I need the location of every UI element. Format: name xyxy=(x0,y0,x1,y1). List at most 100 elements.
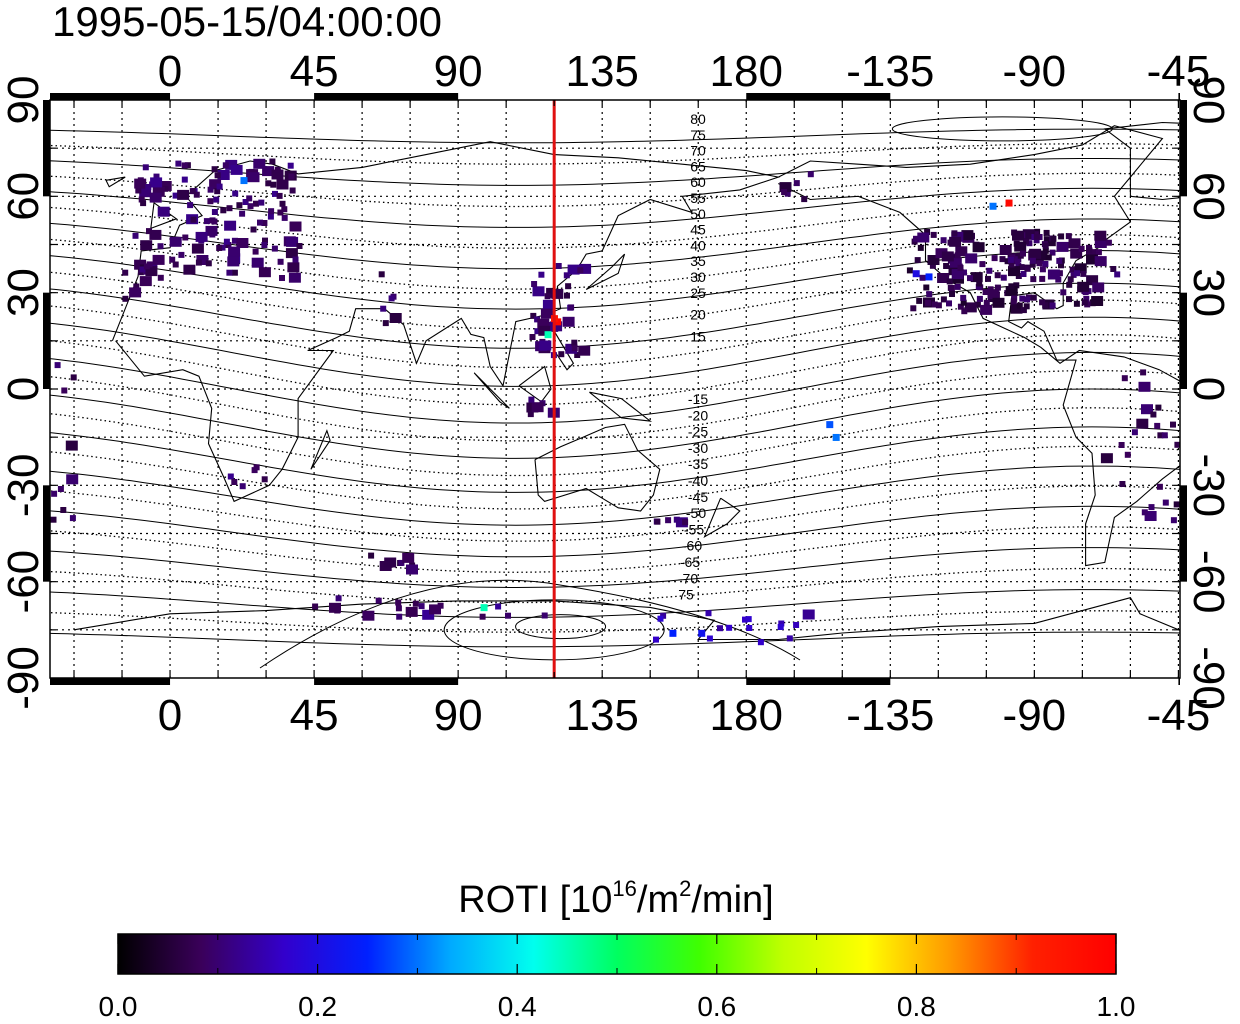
roti-cell xyxy=(138,196,145,203)
mlat-contour xyxy=(50,333,1180,406)
roti-cell xyxy=(1005,286,1018,296)
bottom-lon-tick-label: -45 xyxy=(1147,691,1211,740)
roti-cell xyxy=(312,603,319,610)
roti-cell xyxy=(274,166,281,173)
map-gridlines xyxy=(50,100,1180,678)
contour-label: 75 xyxy=(690,127,706,143)
roti-cell xyxy=(140,200,147,207)
roti-cell xyxy=(742,616,748,623)
roti-cell xyxy=(653,636,659,643)
mlat-contour xyxy=(50,445,1180,510)
roti-cell xyxy=(538,325,551,336)
roti-cell xyxy=(422,609,435,620)
roti-cell xyxy=(231,269,238,276)
roti-cell xyxy=(252,248,259,255)
roti-cell xyxy=(955,246,968,257)
roti-cell xyxy=(987,289,1000,300)
roti-cell xyxy=(976,295,983,302)
roti-cell xyxy=(226,269,233,276)
mlat-contour xyxy=(50,282,1180,349)
coastline xyxy=(473,372,510,409)
roti-cell xyxy=(1008,283,1015,290)
roti-cell xyxy=(1012,230,1024,241)
roti-cell xyxy=(247,203,254,210)
roti-cell xyxy=(1010,303,1023,314)
roti-cell xyxy=(1024,296,1030,303)
top-lon-tick-label: 90 xyxy=(434,47,483,96)
roti-cell xyxy=(529,334,536,340)
coastline xyxy=(518,365,552,403)
roti-cell xyxy=(203,218,210,225)
bottom-lon-tick-label: -135 xyxy=(846,691,934,740)
frame-bar xyxy=(314,93,459,100)
roti-cell xyxy=(1024,265,1031,272)
roti-cell xyxy=(1105,239,1112,246)
roti-cell xyxy=(992,297,1005,308)
roti-cell xyxy=(262,237,268,244)
roti-cell xyxy=(964,302,977,313)
roti-cell xyxy=(213,196,220,203)
roti-cell xyxy=(1030,276,1037,283)
roti-cell xyxy=(195,259,202,266)
roti-cell xyxy=(145,266,158,277)
roti-cell xyxy=(132,232,139,239)
roti-cell xyxy=(940,296,947,303)
roti-cell xyxy=(1114,271,1121,278)
roti-cell xyxy=(269,158,276,165)
roti-cell xyxy=(1121,375,1128,382)
roti-cell xyxy=(965,253,978,264)
roti-cell xyxy=(227,473,234,480)
roti-cell xyxy=(288,173,295,180)
south-pole-contour xyxy=(515,614,607,640)
roti-cell xyxy=(946,300,952,307)
roti-cell xyxy=(1148,504,1155,511)
top-lon-tick-label: 0 xyxy=(158,47,182,96)
roti-cell xyxy=(382,320,389,327)
roti-cell xyxy=(1029,261,1036,268)
roti-cell xyxy=(281,214,288,221)
mlat-contour xyxy=(50,547,1180,589)
roti-cell xyxy=(149,192,162,203)
roti-cell xyxy=(362,610,375,621)
roti-cell xyxy=(579,263,592,274)
roti-cell xyxy=(1067,276,1074,283)
roti-cell xyxy=(994,272,1001,279)
roti-cell xyxy=(231,479,238,485)
roti-cell xyxy=(565,343,578,354)
roti-cell xyxy=(388,295,395,302)
roti-cell xyxy=(1074,263,1087,274)
roti-cell xyxy=(216,183,223,190)
roti-cell xyxy=(577,267,584,274)
roti-cell xyxy=(1026,240,1033,247)
top-lon-tick-label: -45 xyxy=(1147,47,1211,96)
roti-cell xyxy=(281,206,288,213)
roti-cell xyxy=(531,402,544,413)
roti-cell xyxy=(972,242,985,253)
colorbar-tick-label: 0.4 xyxy=(498,991,537,1022)
roti-cell xyxy=(1131,429,1138,436)
roti-cell xyxy=(395,605,402,612)
roti-cell xyxy=(1029,257,1036,264)
roti-cell xyxy=(157,243,164,250)
roti-cell xyxy=(66,474,79,485)
roti-cell xyxy=(527,411,534,418)
roti-cell xyxy=(982,289,989,295)
roti-cell xyxy=(1095,249,1102,256)
frame-bar xyxy=(1180,485,1187,582)
roti-cell xyxy=(1020,271,1027,277)
right-lat-tick-label: 60 xyxy=(1184,172,1233,221)
north-pole-contour xyxy=(891,116,1113,142)
roti-cell xyxy=(271,169,284,180)
roti-cell xyxy=(182,234,189,241)
roti-cell xyxy=(178,251,185,258)
left-lat-tick-label: 90 xyxy=(0,76,48,125)
contour-label: 40 xyxy=(690,237,706,253)
contour-label: 80 xyxy=(690,111,706,127)
right-lat-tick-label: 90 xyxy=(1184,76,1233,125)
roti-cell xyxy=(270,181,277,188)
roti-cell xyxy=(949,257,962,268)
roti-cell xyxy=(1174,441,1180,448)
roti-cell xyxy=(157,274,164,281)
roti-cell xyxy=(793,622,800,628)
contour-label: 20 xyxy=(690,307,706,323)
